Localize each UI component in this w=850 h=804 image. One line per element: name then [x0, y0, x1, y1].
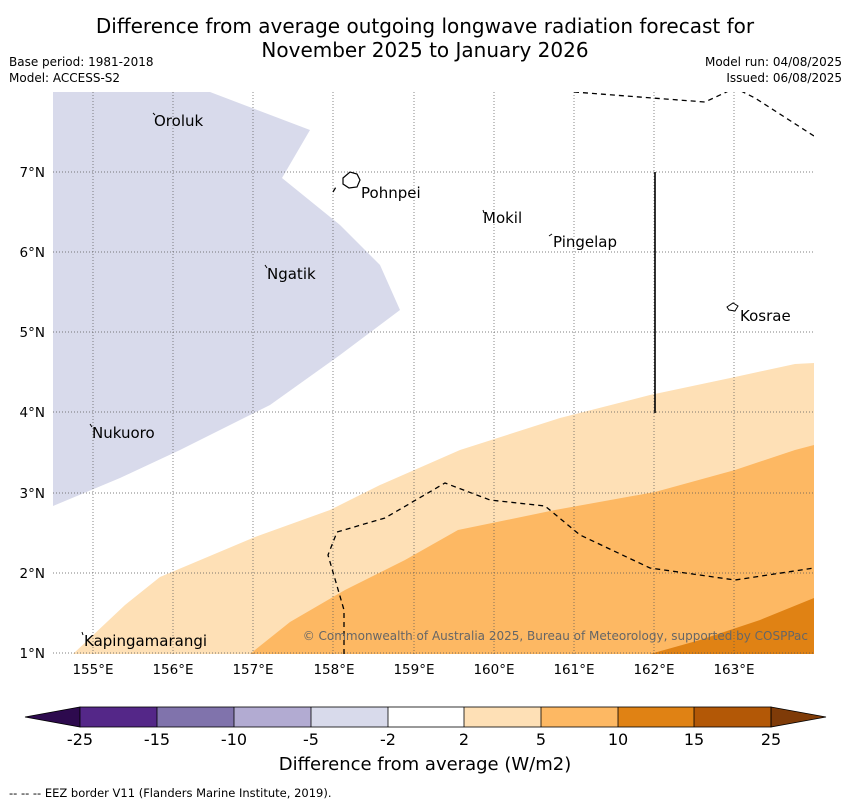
- title-line-1: Difference from average outgoing longwav…: [95, 14, 755, 38]
- lon-label: 161°E: [553, 662, 594, 678]
- colorbar-swatch: [80, 707, 157, 727]
- lon-label: 157°E: [232, 662, 273, 678]
- pohnpei-island: [342, 171, 361, 189]
- lon-label: 156°E: [152, 662, 193, 678]
- region-neg-2-to-5: [53, 92, 400, 506]
- colorbar-swatch: [618, 707, 694, 727]
- gridlines: [53, 92, 814, 654]
- colorbar-tick: 15: [684, 730, 704, 745]
- lat-label: 5°N: [20, 325, 45, 341]
- colorbar-swatch: [311, 707, 388, 727]
- model-name: Model: ACCESS-S2: [9, 71, 121, 85]
- place-label-nukuoro: Nukuoro: [92, 424, 155, 442]
- lon-label: 159°E: [393, 662, 434, 678]
- lat-label: 3°N: [20, 486, 45, 502]
- eez-borders: [327, 92, 814, 654]
- colorbar-swatch: [464, 707, 541, 727]
- colorbar-tick: -15: [144, 730, 170, 745]
- colorbar-extend-low: [24, 706, 81, 728]
- colorbar-tick: 10: [608, 730, 628, 745]
- region-10-to-15: [650, 598, 814, 654]
- region-5-to-10: [250, 445, 814, 654]
- lat-label: 6°N: [20, 245, 45, 261]
- colorbar-swatch: [541, 707, 618, 727]
- place-label-mokil: Mokil: [483, 209, 522, 227]
- lat-label: 4°N: [20, 405, 45, 421]
- colorbar-tick: 25: [761, 730, 781, 745]
- colorbar-tick: -25: [67, 730, 93, 745]
- colorbar-swatch: [694, 707, 771, 727]
- eez-footnote: -- -- -- EEZ border V11 (Flanders Marine…: [9, 786, 332, 800]
- issued-date: Issued: 06/08/2025: [726, 71, 842, 85]
- colorbar-frame: [79, 706, 772, 728]
- place-label-ngatik: Ngatik: [267, 265, 316, 283]
- lon-label: 162°E: [633, 662, 674, 678]
- meta-right: Model run: 04/08/2025 Issued: 06/08/2025: [705, 54, 842, 86]
- model-run: Model run: 04/08/2025: [704, 55, 842, 69]
- lon-axis-labels: 155°E 156°E 157°E 158°E 159°E 160°E 161°…: [72, 662, 754, 678]
- lat-label: 7°N: [20, 165, 45, 181]
- chart-title: Difference from average outgoing longwav…: [0, 14, 850, 62]
- title-line-2: November 2025 to January 2026: [261, 38, 589, 62]
- lon-label: 160°E: [473, 662, 514, 678]
- colorbar-tick: 2: [459, 730, 469, 745]
- place-label-kosrae: Kosrae: [740, 307, 791, 325]
- colorbar-tick: -2: [380, 730, 396, 745]
- colorbar-swatch: [157, 707, 234, 727]
- lon-label: 158°E: [313, 662, 354, 678]
- base-period: Base period: 1981-2018: [9, 55, 154, 69]
- atoll-marks: [81, 112, 553, 636]
- lat-axis-labels: 7°N 6°N 5°N 4°N 3°N 2°N 1°N: [20, 165, 45, 662]
- map-figure: Oroluk Pohnpei Mokil Pingelap Ngatik Kos…: [20, 92, 827, 745]
- colorbar-tick: -10: [221, 730, 247, 745]
- colorbar-swatch: [388, 707, 464, 727]
- map-plot-area: Oroluk Pohnpei Mokil Pingelap Ngatik Kos…: [53, 92, 814, 654]
- lat-label: 1°N: [20, 646, 45, 662]
- colorbar-extend-high: [770, 706, 827, 728]
- colorbar-tick: -5: [303, 730, 319, 745]
- place-label-oroluk: Oroluk: [154, 112, 203, 130]
- lon-label: 163°E: [713, 662, 754, 678]
- kosrae-island: [726, 302, 739, 312]
- colorbar: -25 -15 -10 -5 -2 2 5 10 15 25: [24, 706, 827, 745]
- lat-label: 2°N: [20, 566, 45, 582]
- place-label-pingelap: Pingelap: [553, 233, 617, 251]
- colorbar-dividers: [156, 707, 695, 727]
- meta-left: Base period: 1981-2018 Model: ACCESS-S2: [9, 54, 154, 86]
- copyright-text: © Commonwealth of Australia 2025, Bureau…: [303, 629, 808, 643]
- place-label-pohnpei: Pohnpei: [361, 184, 421, 202]
- colorbar-swatch: [234, 707, 311, 727]
- colorbar-tick: 5: [536, 730, 546, 745]
- lon-label: 155°E: [72, 662, 113, 678]
- place-label-kapingamarangi: Kapingamarangi: [84, 632, 207, 650]
- colorbar-label: Difference from average (W/m2): [278, 754, 572, 775]
